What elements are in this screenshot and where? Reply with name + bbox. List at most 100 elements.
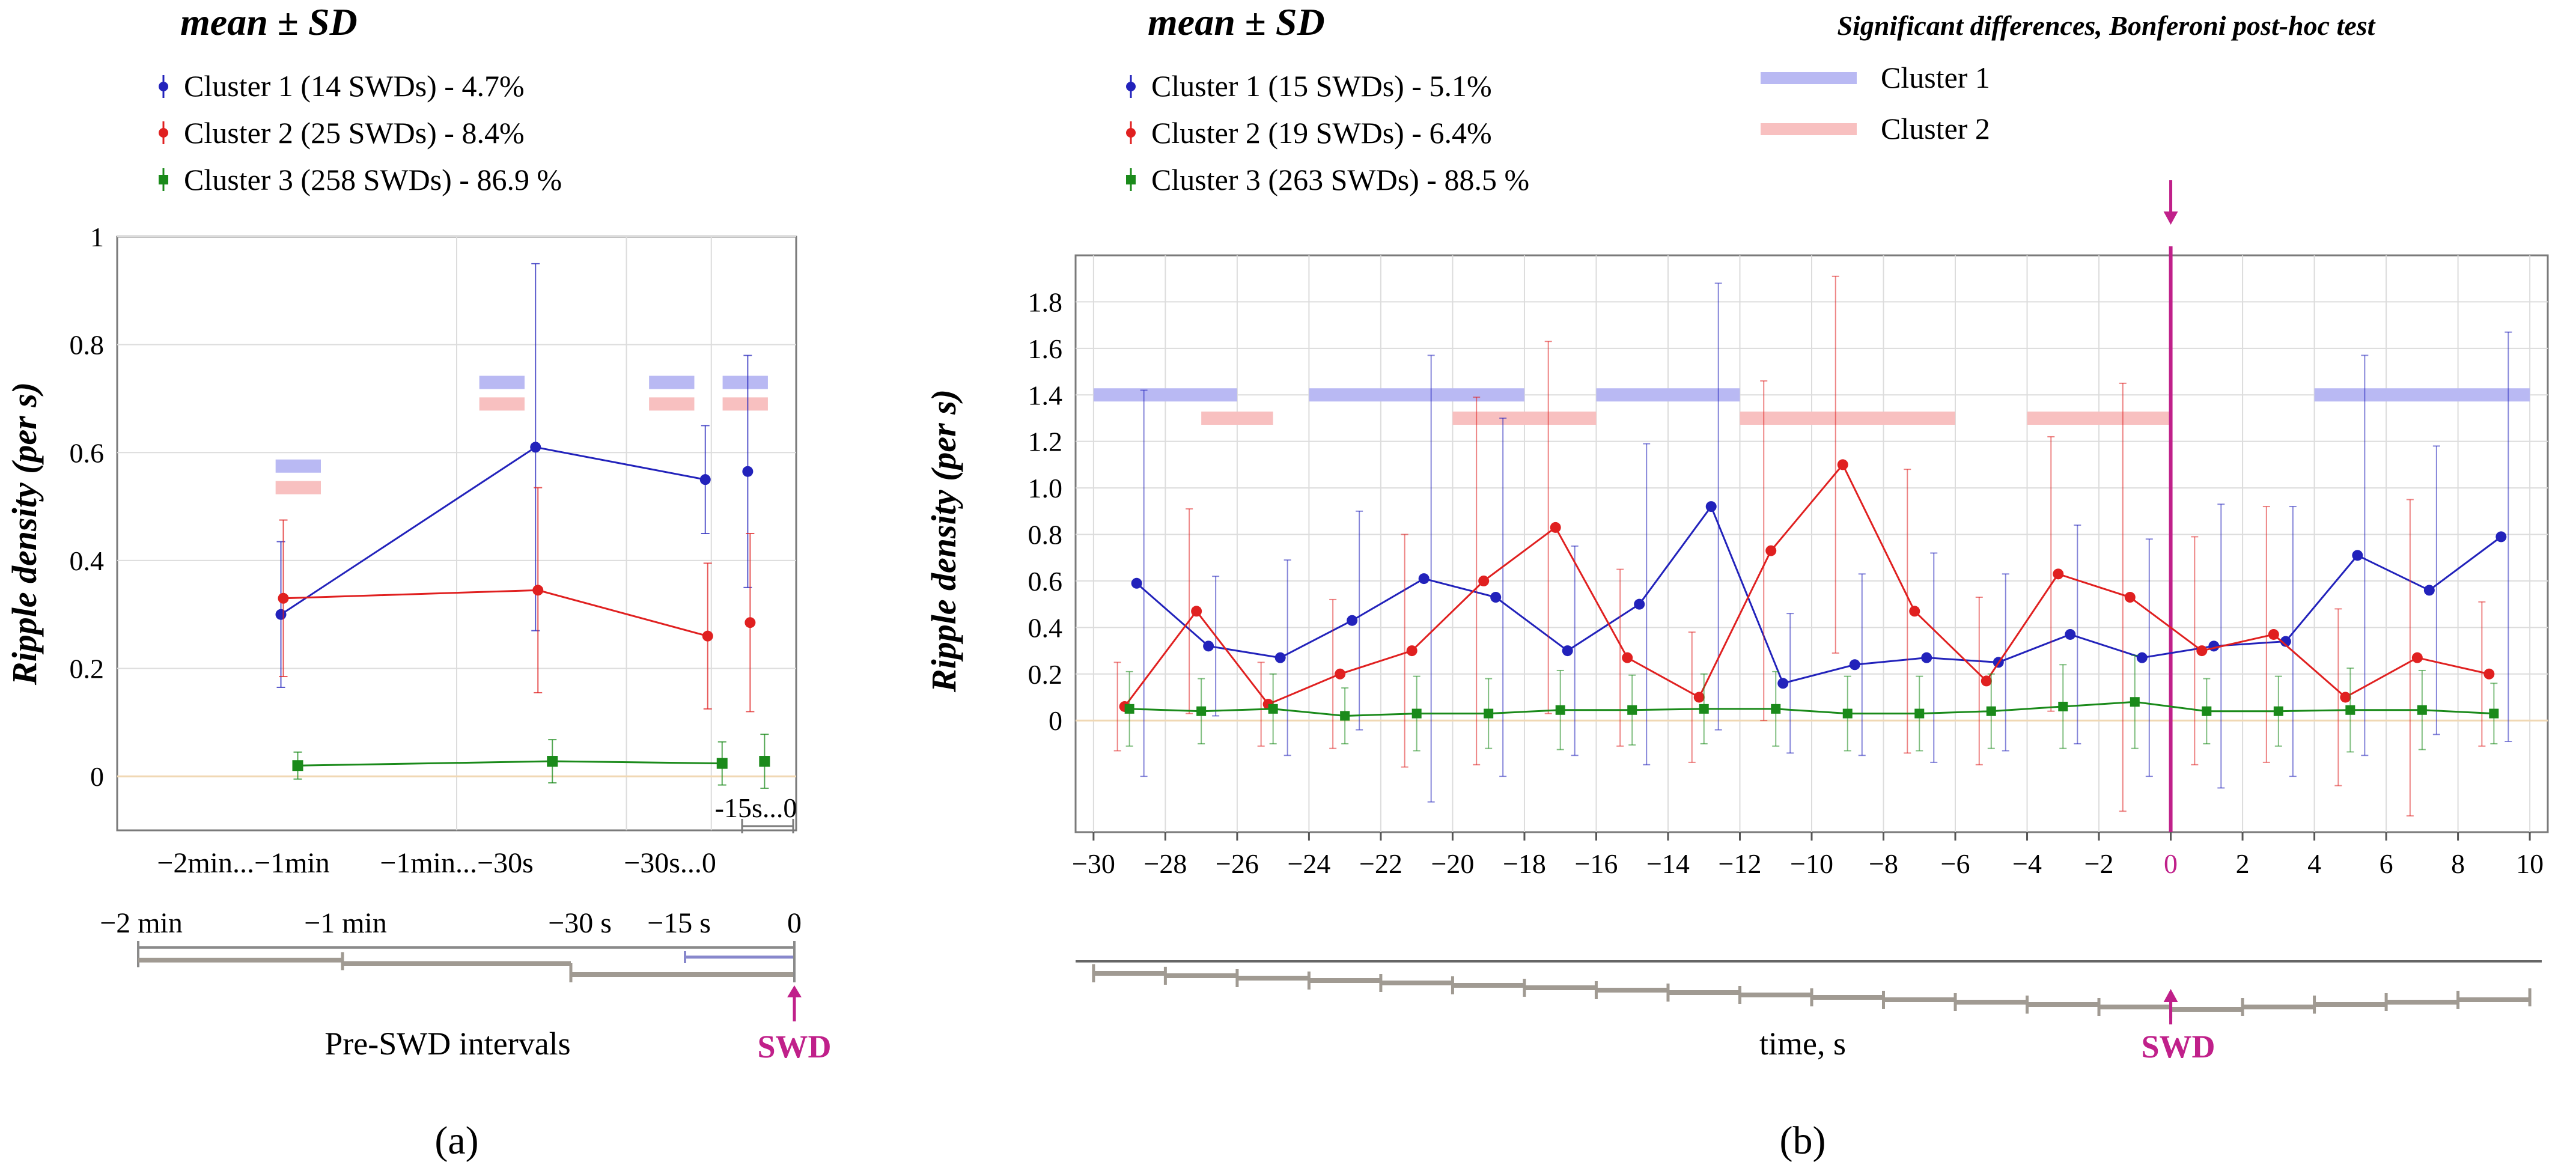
legend-a-cluster1: Cluster 1 (14 SWDs) - 4.7%: [159, 69, 525, 103]
data-point: [1705, 501, 1717, 513]
data-point: [1550, 522, 1561, 533]
data-point: [2208, 640, 2220, 652]
legend-a-cluster2-label: Cluster 2 (25 SWDs) - 8.4%: [184, 116, 525, 150]
data-point: [1411, 708, 1422, 719]
y-axis-b: 0 0.2 0.4 0.6 0.8 1.0 1.2 1.4 1.6 1.8: [1028, 287, 1063, 736]
data-point: [1622, 652, 1633, 663]
data-point: [278, 592, 289, 604]
data-point: [2280, 636, 2291, 647]
y-tick-label-a: 0.8: [70, 330, 105, 360]
time-caption-a: Pre-SWD intervals: [324, 1026, 570, 1062]
series-line-cluster1: [1136, 505, 2502, 685]
x-tick-label-b: 0: [2164, 848, 2178, 879]
data-point: [532, 585, 544, 596]
data-point: [2352, 550, 2363, 561]
data-point: [1771, 704, 1781, 714]
x-tick-label-b: −10: [1790, 848, 1833, 879]
data-point: [2124, 592, 2136, 603]
legend-a: Cluster 1 (14 SWDs) - 4.7% Cluster 2 (25…: [159, 69, 562, 196]
data-point: [1627, 705, 1637, 715]
y-tick-label-a: 0.4: [70, 546, 105, 576]
data-point: [1837, 459, 1848, 470]
y-tick-label-a: 0.6: [70, 437, 105, 468]
data-point: [2340, 692, 2351, 703]
data-point: [547, 756, 558, 767]
series-line-cluster1: [280, 446, 706, 615]
data-point: [1849, 659, 1860, 671]
time-label-3: −15 s: [647, 907, 711, 939]
data-point: [702, 630, 713, 642]
data-point: [744, 617, 756, 628]
time-label-0: −2 min: [100, 907, 183, 939]
data-point: [2345, 705, 2355, 715]
legend-a-cluster2: Cluster 2 (25 SWDs) - 8.4%: [159, 116, 525, 150]
data-point: [1765, 545, 1777, 556]
y-tick-label-b: 0.8: [1028, 520, 1063, 550]
sig-legend-cluster2: Cluster 2: [1881, 112, 1990, 145]
data-point: [2196, 645, 2208, 657]
time-axis-a: −2 min −1 min −30 s −15 s 0 SWD Pre-SWD …: [100, 907, 831, 1065]
data-point: [742, 466, 754, 477]
y-tick-label-b: 0.4: [1028, 612, 1063, 643]
y-tick-label-b: 1.0: [1028, 473, 1063, 503]
data-point: [2268, 628, 2279, 640]
data-point: [2483, 668, 2495, 680]
data-point: [1909, 606, 1920, 617]
data-point: [1555, 705, 1565, 715]
y-tick-label-b: 1.8: [1028, 287, 1063, 317]
data-point: [2065, 628, 2076, 640]
data-point: [1406, 645, 1417, 657]
panel-label-a: (a): [434, 1119, 478, 1163]
data-point: [1914, 708, 1925, 719]
legend-b-cluster3: Cluster 3 (263 SWDs) - 88.5 %: [1126, 163, 1529, 196]
series-a: [275, 263, 770, 789]
bracket-15s: [741, 819, 794, 833]
x-axis-label-b: time, s: [1759, 1026, 1846, 1062]
legend-b-cluster3-label: Cluster 3 (263 SWDs) - 88.5 %: [1151, 163, 1529, 196]
swd-arrow-top-head: [2163, 211, 2178, 225]
data-point: [1981, 675, 1992, 687]
data-point: [2411, 652, 2423, 663]
y-tick-label-a: 1: [90, 222, 104, 252]
data-point: [1634, 598, 1645, 610]
data-point: [1268, 704, 1278, 714]
data-point: [1274, 652, 1286, 663]
category-label-3: −30s...0: [624, 847, 716, 879]
x-tick-label-b: 6: [2380, 848, 2393, 879]
data-point: [1842, 708, 1853, 719]
series-line-cluster3: [297, 760, 722, 767]
data-point: [1340, 711, 1350, 721]
data-point: [2130, 697, 2140, 707]
data-point: [2273, 706, 2283, 716]
data-point: [1347, 615, 1358, 626]
grid-b: [1076, 255, 2548, 832]
swd-event-b: SWD: [2141, 1029, 2215, 1065]
legend-b-cluster1: Cluster 1 (15 SWDs) - 5.1%: [1126, 69, 1492, 103]
y-tick-label-b: 0.6: [1028, 566, 1063, 597]
grid-a: [117, 236, 796, 830]
x-tick-label-b: −6: [1941, 848, 1970, 879]
time-axis-b: SWD time, s: [1076, 960, 2542, 1065]
y-axis-a: 0 0.2 0.4 0.6 0.8 1: [70, 222, 105, 792]
series-line-cluster3: [1129, 701, 2494, 717]
legend-b-cluster2: Cluster 2 (19 SWDs) - 6.4%: [1126, 116, 1492, 150]
time-label-4: 0: [787, 907, 802, 939]
legend-b-cluster1-label: Cluster 1 (15 SWDs) - 5.1%: [1151, 69, 1492, 103]
data-point: [530, 442, 541, 453]
x-tick-label-b: −2: [2084, 848, 2114, 879]
series-line-cluster2: [283, 589, 708, 637]
data-point: [1191, 606, 1202, 617]
data-point: [1699, 704, 1709, 714]
legend-title-b: mean ± SD: [1148, 1, 1325, 43]
y-axis-label-b: Ripple density (per s): [924, 389, 963, 693]
data-point: [2417, 705, 2427, 715]
legend-a-cluster1-label: Cluster 1 (14 SWDs) - 4.7%: [184, 69, 525, 103]
y-axis-label-a: Ripple density (per s): [5, 382, 44, 686]
data-point: [1335, 668, 1346, 680]
x-tick-label-b: −26: [1216, 848, 1259, 879]
data-point: [2053, 568, 2064, 580]
legend-a-cluster3: Cluster 3 (258 SWDs) - 86.9 %: [159, 163, 562, 196]
data-point: [1124, 704, 1134, 714]
x-tick-label-b: −22: [1359, 848, 1402, 879]
legend-title-a: mean ± SD: [180, 1, 358, 43]
